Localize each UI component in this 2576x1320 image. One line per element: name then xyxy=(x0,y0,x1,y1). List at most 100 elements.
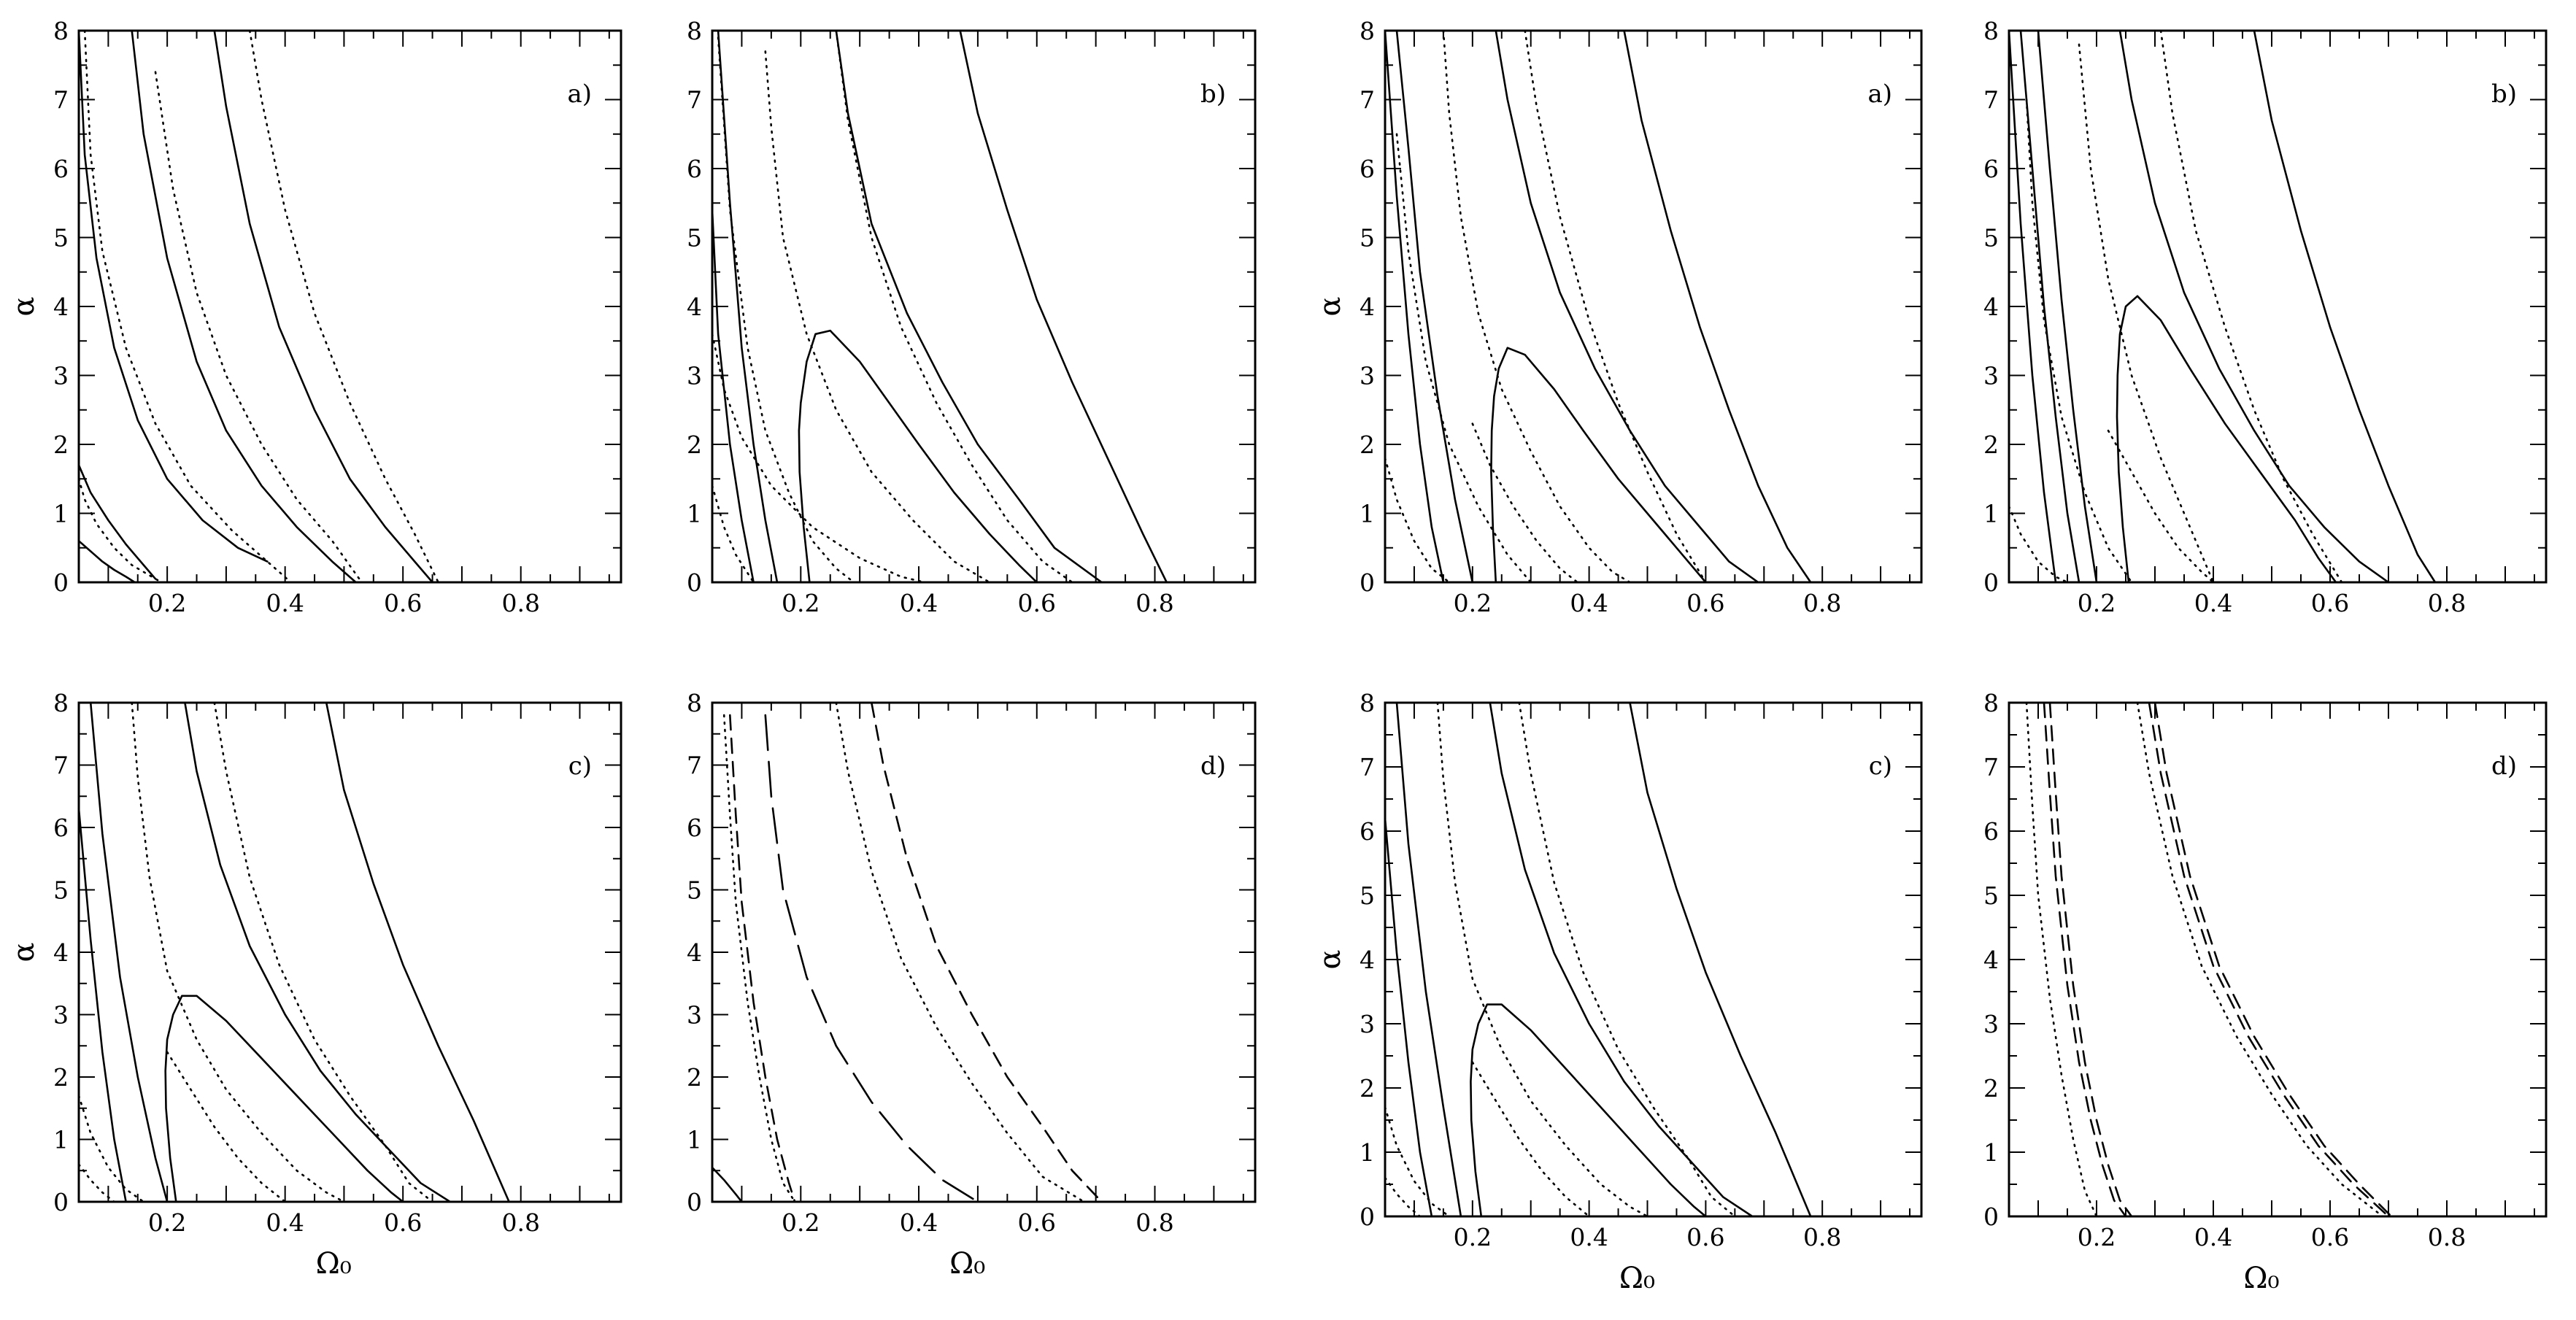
y-tick-label: 8 xyxy=(687,689,702,717)
series-dotted-10 xyxy=(712,333,926,582)
series-solid-3 xyxy=(1490,347,1707,582)
series-solid-4 xyxy=(184,703,452,1202)
plot-frame xyxy=(1384,701,1923,1218)
x-tick-label: 0.6 xyxy=(1686,589,1724,617)
x-tick-label: 0.6 xyxy=(2311,589,2349,617)
y-tick-label: 4 xyxy=(53,293,69,321)
series-solid-5 xyxy=(959,31,1168,582)
series-dashed-2 xyxy=(2043,703,2127,1216)
series-solid-5 xyxy=(1629,703,1812,1216)
x-tick-label: 0.2 xyxy=(2078,1223,2116,1251)
y-tick-label: 6 xyxy=(53,155,69,183)
panel-right-a: 0.2 0.4 0.6 0.8 0 1 2 3 4 5 6 7 8 α a) xyxy=(1314,17,1923,617)
plot-frame xyxy=(711,701,1257,1203)
series-solid-2 xyxy=(717,31,779,582)
y-tick-label: 3 xyxy=(1360,362,1375,390)
x-tick-label: 0.2 xyxy=(1454,589,1492,617)
series-dotted-10 xyxy=(2159,31,2343,582)
y-tick-label: 1 xyxy=(53,500,69,528)
y-tick-label: 6 xyxy=(53,814,69,842)
y-axis-label: α xyxy=(7,942,41,962)
y-tick-label: 7 xyxy=(687,752,702,780)
x-tick-label: 0.6 xyxy=(384,589,422,617)
y-tick-label: 7 xyxy=(1360,753,1375,781)
series-dotted-7 xyxy=(79,1163,115,1202)
curves xyxy=(2009,31,2437,582)
x-tick-label: 0.8 xyxy=(1135,589,1173,617)
x-tick-label: 0.4 xyxy=(2194,1223,2232,1251)
y-tick-label: 3 xyxy=(1983,1010,1999,1038)
series-solid-2 xyxy=(79,464,157,580)
series-solid-5 xyxy=(2118,31,2390,582)
curves xyxy=(712,31,1168,582)
y-axis-label: α xyxy=(1314,949,1347,969)
x-tick-label: 0.8 xyxy=(2428,1223,2466,1251)
curves xyxy=(79,31,439,582)
plot-frame xyxy=(77,701,622,1203)
y-tick-label: 7 xyxy=(53,752,69,780)
plot-frame xyxy=(2008,29,2548,584)
series-solid-5 xyxy=(1623,31,1812,582)
panel-left-a: 0.2 0.4 0.6 0.8 0 1 2 3 4 5 6 7 8 α a) xyxy=(7,17,622,617)
series-dotted-7 xyxy=(1395,133,1532,582)
panel-right-d: 0.2 0.4 0.6 0.8 0 1 2 3 4 5 6 7 8 Ω₀ d) xyxy=(1983,689,2548,1295)
x-tick-label: 0.2 xyxy=(782,1208,820,1237)
y-tick-label: 8 xyxy=(1360,17,1375,45)
series-solid-3 xyxy=(798,329,1038,582)
series-solid-5 xyxy=(325,703,510,1202)
series-dashed-6 xyxy=(871,703,1103,1202)
y-tick-label: 3 xyxy=(53,1001,69,1030)
series-dashed-2 xyxy=(728,714,796,1202)
y-tick-label: 4 xyxy=(1360,293,1375,321)
series-dotted-8 xyxy=(2025,99,2133,582)
y-tick-label: 1 xyxy=(1983,1138,1999,1167)
series-solid-2 xyxy=(1395,703,1462,1216)
y-tick-label: 7 xyxy=(1983,86,1999,115)
y-tick-label: 6 xyxy=(1983,155,1999,183)
series-solid-3 xyxy=(1470,1003,1707,1216)
y-tick-label: 5 xyxy=(53,876,69,905)
series-dotted-8 xyxy=(1436,703,1648,1216)
series-solid-1 xyxy=(1385,31,1445,582)
y-tick-label: 0 xyxy=(687,1188,702,1216)
y-tick-label: 8 xyxy=(1360,689,1375,717)
series-dashed-3 xyxy=(2048,703,2133,1216)
series-solid-2 xyxy=(1395,31,1474,582)
y-tick-label: 7 xyxy=(1360,86,1375,115)
x-tick-label: 0.4 xyxy=(1570,589,1608,617)
panel-left-d: 0.2 0.4 0.6 0.8 0 1 2 3 4 5 6 7 8 Ω₀ d) xyxy=(687,689,1257,1281)
series-dotted-7 xyxy=(717,36,855,582)
x-axis-label: Ω₀ xyxy=(2243,1262,2279,1295)
series-dotted-8 xyxy=(764,50,991,582)
series-dotted-10 xyxy=(1471,422,1578,582)
y-tick-label: 1 xyxy=(53,1126,69,1154)
series-dotted-7 xyxy=(83,31,293,582)
y-tick-label: 2 xyxy=(53,1063,69,1092)
y-tick-label: 3 xyxy=(1360,1010,1375,1038)
panel-right-c: 0.2 0.4 0.6 0.8 0 1 2 3 4 5 6 7 8 α Ω₀ c) xyxy=(1314,689,1923,1295)
series-dotted-8 xyxy=(131,703,345,1202)
y-tick-label: 1 xyxy=(1360,1138,1375,1167)
x-tick-label: 0.6 xyxy=(1686,1223,1724,1251)
series-dotted-9 xyxy=(2078,43,2215,582)
x-tick-label: 0.2 xyxy=(148,589,186,617)
y-tick-label: 1 xyxy=(687,1126,702,1154)
series-dotted-9 xyxy=(213,703,433,1202)
x-tick-label: 0.8 xyxy=(1803,1223,1841,1251)
series-solid-1 xyxy=(712,209,755,582)
y-tick-label: 7 xyxy=(53,86,69,115)
series-solid-4 xyxy=(1489,703,1754,1216)
series-dotted-8 xyxy=(154,71,363,582)
series-dashed-5 xyxy=(2148,703,2390,1216)
x-tick-label: 0.8 xyxy=(1135,1208,1173,1237)
y-tick-label: 4 xyxy=(53,938,69,967)
y-tick-label: 2 xyxy=(687,1063,702,1092)
series-dotted-4 xyxy=(2136,703,2384,1216)
x-tick-label: 0.6 xyxy=(1018,1208,1056,1237)
y-axis-label: α xyxy=(1314,296,1347,316)
series-solid-4 xyxy=(1495,31,1759,582)
series-dotted-9 xyxy=(835,31,1073,582)
y-tick-label: 1 xyxy=(1983,500,1999,528)
x-tick-label: 0.4 xyxy=(1570,1223,1608,1251)
x-tick-label: 0.8 xyxy=(1803,589,1841,617)
